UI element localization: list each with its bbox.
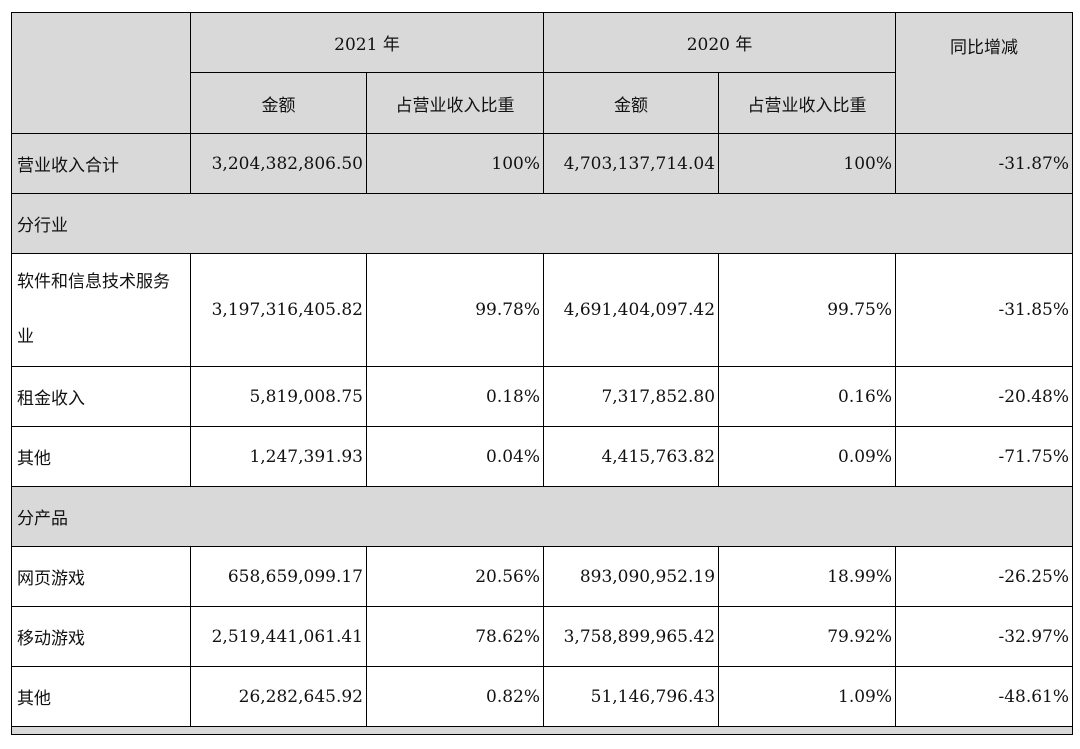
row-amount-2020: 51,146,796.43 (543, 666, 720, 727)
row-ratio-2021: 20.56% (365, 546, 545, 607)
total-amount-2020: 4,703,137,714.04 (543, 133, 720, 194)
row-amount-2020: 3,758,899,965.42 (543, 606, 720, 667)
revenue-table: 2021 年 2020 年 同比增减 金额 占营业收入比重 金额 占营业收入比重… (10, 12, 1074, 735)
header-blank-cell (11, 12, 191, 134)
row-label: 租金收入 (11, 366, 191, 427)
header-ratio-2021: 占营业收入比重 (365, 72, 545, 134)
cropped-next-row (10, 726, 1074, 735)
row-ratio-2020: 18.99% (718, 546, 897, 607)
header-row-years: 2021 年 2020 年 同比增减 (11, 12, 1074, 134)
row-yoy: -26.25% (895, 546, 1074, 607)
section-row-product: 分产品 (10, 486, 1074, 547)
row-ratio-2021: 0.82% (365, 666, 545, 727)
row-yoy: -20.48% (895, 366, 1074, 427)
table-row: 其他 26,282,645.92 0.82% 51,146,796.43 1.0… (11, 666, 1074, 727)
row-label: 移动游戏 (11, 606, 191, 667)
total-row: 营业收入合计 3,204,382,806.50 100% 4,703,137,7… (11, 133, 1074, 194)
row-label: 软件和信息技术服务业 (11, 253, 191, 367)
header-year-2020: 2020 年 (543, 12, 897, 73)
row-ratio-2021: 99.78% (365, 253, 545, 367)
header-year-2021: 2021 年 (189, 12, 545, 73)
section-industry-label: 分行业 (10, 193, 1074, 254)
row-amount-2021: 1,247,391.93 (190, 426, 367, 487)
table-row: 网页游戏 658,659,099.17 20.56% 893,090,952.1… (11, 546, 1074, 607)
row-yoy: -31.85% (895, 253, 1074, 367)
header-ratio-2020: 占营业收入比重 (718, 72, 897, 134)
row-ratio-2020: 0.09% (718, 426, 897, 487)
row-amount-2021: 2,519,441,061.41 (190, 606, 367, 667)
row-amount-2020: 4,691,404,097.42 (543, 253, 720, 367)
total-label: 营业收入合计 (11, 133, 191, 194)
row-ratio-2020: 79.92% (718, 606, 897, 667)
total-amount-2021: 3,204,382,806.50 (190, 133, 367, 194)
total-ratio-2021: 100% (365, 133, 545, 194)
row-amount-2021: 3,197,316,405.82 (190, 253, 367, 367)
header-amount-2020: 金额 (543, 72, 720, 134)
row-amount-2021: 658,659,099.17 (190, 546, 367, 607)
total-ratio-2020: 100% (718, 133, 897, 194)
row-ratio-2021: 78.62% (365, 606, 545, 667)
row-label: 其他 (11, 666, 191, 727)
row-ratio-2020: 99.75% (718, 253, 897, 367)
row-yoy: -48.61% (895, 666, 1074, 727)
table-row: 移动游戏 2,519,441,061.41 78.62% 3,758,899,9… (11, 606, 1074, 667)
section-row-industry: 分行业 (10, 193, 1074, 254)
row-ratio-2021: 0.18% (365, 366, 545, 427)
row-label: 其他 (11, 426, 191, 487)
row-amount-2021: 26,282,645.92 (190, 666, 367, 727)
cropped-next-cell (10, 726, 1074, 735)
row-amount-2020: 4,415,763.82 (543, 426, 720, 487)
header-amount-2021: 金额 (190, 72, 367, 134)
row-yoy: -32.97% (895, 606, 1074, 667)
section-product-label: 分产品 (10, 486, 1074, 547)
row-amount-2020: 7,317,852.80 (543, 366, 720, 427)
row-yoy: -71.75% (895, 426, 1074, 487)
row-ratio-2021: 0.04% (365, 426, 545, 487)
row-amount-2021: 5,819,008.75 (190, 366, 367, 427)
row-ratio-2020: 1.09% (718, 666, 897, 727)
row-amount-2020: 893,090,952.19 (543, 546, 720, 607)
table-row: 其他 1,247,391.93 0.04% 4,415,763.82 0.09%… (11, 426, 1074, 487)
row-ratio-2020: 0.16% (718, 366, 897, 427)
header-yoy: 同比增减 (895, 12, 1074, 134)
row-label: 网页游戏 (11, 546, 191, 607)
header-row-columns: 金额 占营业收入比重 金额 占营业收入比重 (12, 72, 1073, 134)
table-row: 软件和信息技术服务业 3,197,316,405.82 99.78% 4,691… (11, 253, 1074, 367)
table-row: 租金收入 5,819,008.75 0.18% 7,317,852.80 0.1… (11, 366, 1074, 427)
total-yoy: -31.87% (895, 133, 1074, 194)
